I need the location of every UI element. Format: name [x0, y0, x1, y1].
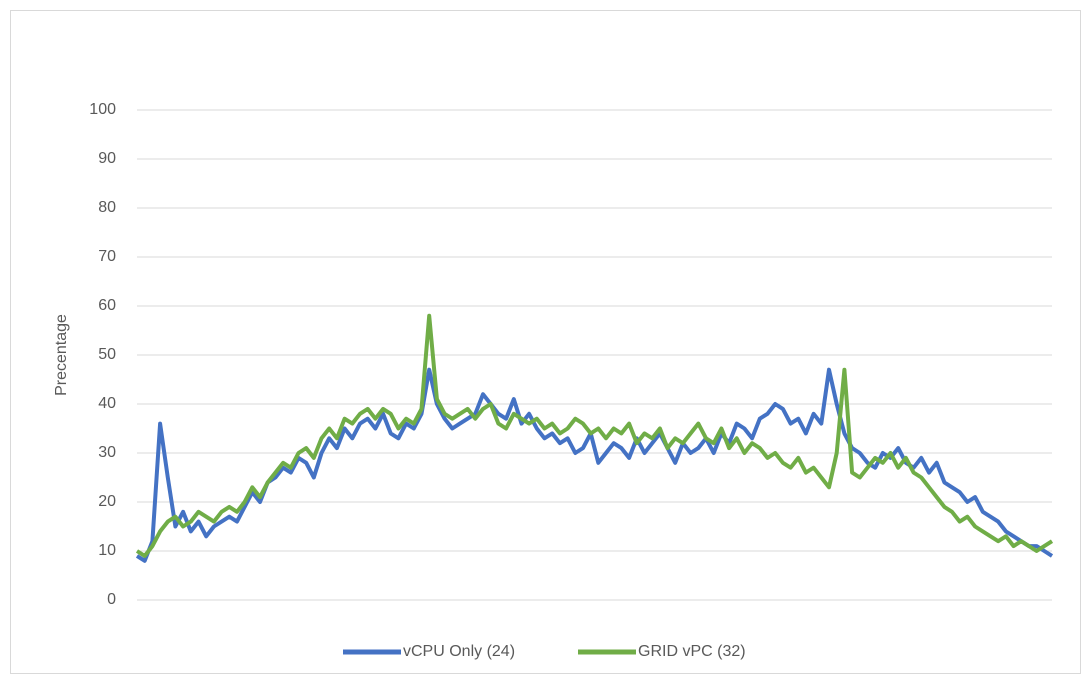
y-tick-label: 40: [98, 395, 116, 412]
y-tick-label: 10: [98, 542, 116, 559]
y-tick-label: 20: [98, 493, 116, 510]
y-tick-label: 90: [98, 150, 116, 167]
series-line: [135, 313, 1054, 558]
y-tick-label: 0: [107, 591, 116, 608]
y-tick-label: 60: [98, 297, 116, 314]
series-line: [135, 367, 1054, 563]
y-tick-label: 30: [98, 444, 116, 461]
y-tick-label: 70: [98, 248, 116, 265]
y-tick-label: 50: [98, 346, 116, 363]
legend-label: vCPU Only (24): [403, 643, 515, 660]
legend-label: GRID vPC (32): [638, 643, 746, 660]
y-axis-label: Precentage: [53, 314, 70, 396]
y-tick-label: 100: [89, 101, 116, 118]
y-tick-label: 80: [98, 199, 116, 216]
chart-border: [10, 10, 1081, 674]
